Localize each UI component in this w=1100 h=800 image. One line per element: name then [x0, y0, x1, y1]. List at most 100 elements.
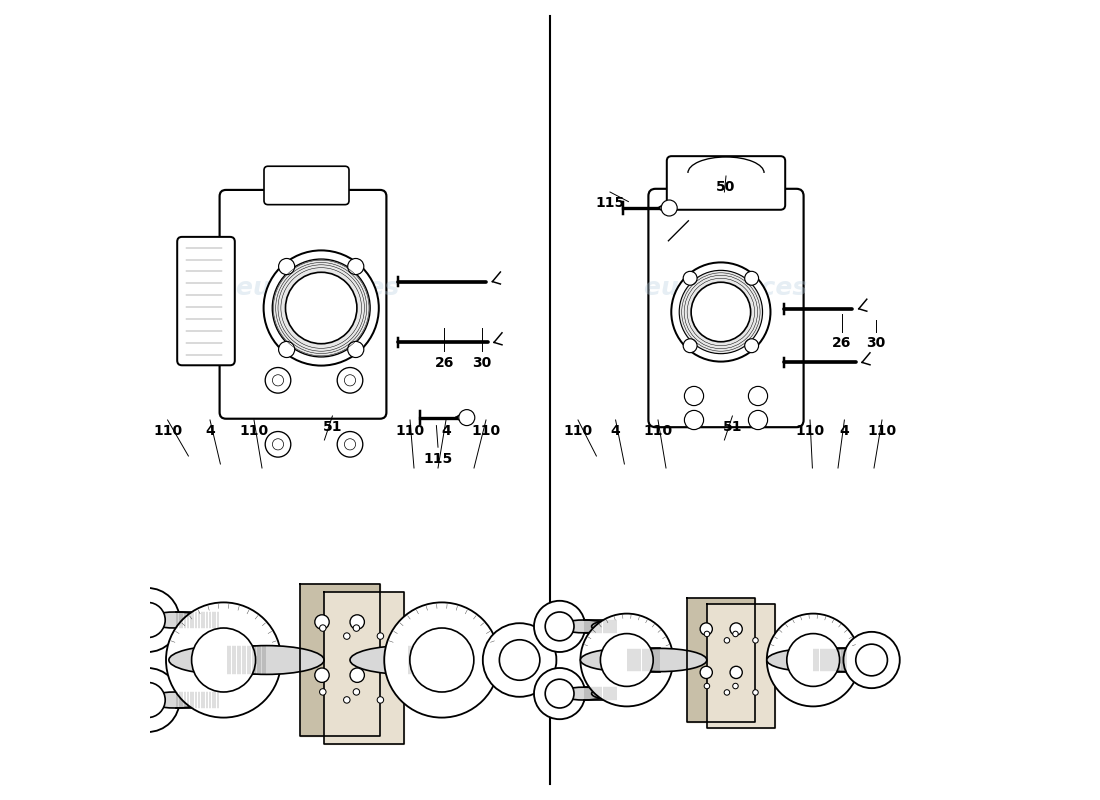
Circle shape: [353, 625, 360, 631]
Circle shape: [130, 602, 165, 638]
Circle shape: [264, 250, 378, 366]
Circle shape: [485, 625, 554, 695]
Circle shape: [483, 623, 557, 697]
Circle shape: [118, 590, 178, 650]
Ellipse shape: [350, 646, 465, 674]
Ellipse shape: [144, 612, 208, 628]
Ellipse shape: [592, 687, 642, 700]
Ellipse shape: [390, 646, 505, 674]
Circle shape: [320, 689, 326, 695]
Circle shape: [169, 606, 278, 714]
Circle shape: [683, 338, 697, 353]
Circle shape: [691, 282, 750, 342]
Circle shape: [344, 438, 355, 450]
Text: 4: 4: [441, 424, 451, 438]
Ellipse shape: [169, 646, 284, 674]
Circle shape: [730, 666, 743, 678]
Circle shape: [752, 638, 758, 643]
Circle shape: [683, 271, 697, 286]
Circle shape: [601, 634, 653, 686]
Polygon shape: [323, 592, 404, 744]
Ellipse shape: [614, 648, 707, 672]
Text: 30: 30: [472, 356, 492, 370]
Ellipse shape: [581, 648, 673, 672]
Ellipse shape: [801, 648, 893, 672]
Circle shape: [166, 602, 282, 718]
Circle shape: [348, 342, 364, 358]
Text: 110: 110: [153, 424, 183, 438]
Circle shape: [845, 634, 899, 686]
Circle shape: [724, 690, 729, 695]
Circle shape: [733, 683, 738, 689]
Text: 4: 4: [205, 424, 214, 438]
Circle shape: [387, 606, 496, 714]
Circle shape: [348, 258, 364, 274]
Text: 26: 26: [833, 336, 851, 350]
Circle shape: [536, 602, 584, 650]
Circle shape: [546, 679, 574, 708]
Circle shape: [278, 258, 295, 274]
Text: 115: 115: [595, 196, 625, 210]
Circle shape: [769, 616, 857, 704]
Circle shape: [534, 601, 585, 652]
Circle shape: [344, 374, 355, 386]
Circle shape: [273, 374, 284, 386]
Circle shape: [748, 410, 768, 430]
Circle shape: [350, 615, 364, 629]
Circle shape: [700, 666, 713, 678]
Text: 50: 50: [716, 180, 736, 194]
Circle shape: [116, 668, 179, 732]
Circle shape: [856, 644, 888, 676]
Text: 30: 30: [866, 336, 886, 350]
Circle shape: [130, 682, 165, 718]
Text: 110: 110: [644, 424, 672, 438]
Circle shape: [116, 588, 179, 652]
Circle shape: [315, 668, 329, 682]
Circle shape: [118, 670, 178, 730]
Text: 110: 110: [395, 424, 425, 438]
Circle shape: [278, 342, 295, 358]
Polygon shape: [299, 584, 380, 736]
FancyBboxPatch shape: [264, 166, 349, 205]
Polygon shape: [707, 605, 776, 728]
Circle shape: [353, 689, 360, 695]
Circle shape: [272, 259, 371, 357]
Text: 51: 51: [723, 420, 743, 434]
Text: 110: 110: [240, 424, 268, 438]
Circle shape: [844, 632, 900, 688]
Circle shape: [745, 338, 759, 353]
Circle shape: [679, 270, 762, 354]
Text: europ  aces: europ aces: [236, 276, 399, 300]
Circle shape: [748, 386, 768, 406]
FancyBboxPatch shape: [177, 237, 234, 366]
Circle shape: [786, 634, 839, 686]
Ellipse shape: [188, 612, 252, 628]
Circle shape: [767, 614, 859, 706]
Circle shape: [384, 602, 499, 718]
Circle shape: [581, 614, 673, 706]
Text: 115: 115: [424, 452, 452, 466]
Text: 4: 4: [610, 424, 620, 438]
FancyBboxPatch shape: [648, 189, 804, 427]
Circle shape: [534, 668, 585, 719]
Circle shape: [724, 638, 729, 643]
Circle shape: [410, 628, 474, 692]
Ellipse shape: [558, 687, 609, 700]
Circle shape: [752, 690, 758, 695]
FancyBboxPatch shape: [667, 156, 785, 210]
Circle shape: [684, 386, 704, 406]
Circle shape: [343, 633, 350, 639]
Circle shape: [265, 367, 290, 393]
Circle shape: [338, 367, 363, 393]
Circle shape: [704, 683, 710, 689]
Circle shape: [315, 615, 329, 629]
Circle shape: [661, 200, 678, 216]
Circle shape: [684, 410, 704, 430]
Text: 110: 110: [795, 424, 825, 438]
Polygon shape: [688, 598, 756, 722]
Circle shape: [320, 625, 326, 631]
Circle shape: [745, 271, 759, 286]
Ellipse shape: [592, 620, 642, 633]
Text: 26: 26: [434, 356, 454, 370]
Circle shape: [377, 697, 384, 703]
